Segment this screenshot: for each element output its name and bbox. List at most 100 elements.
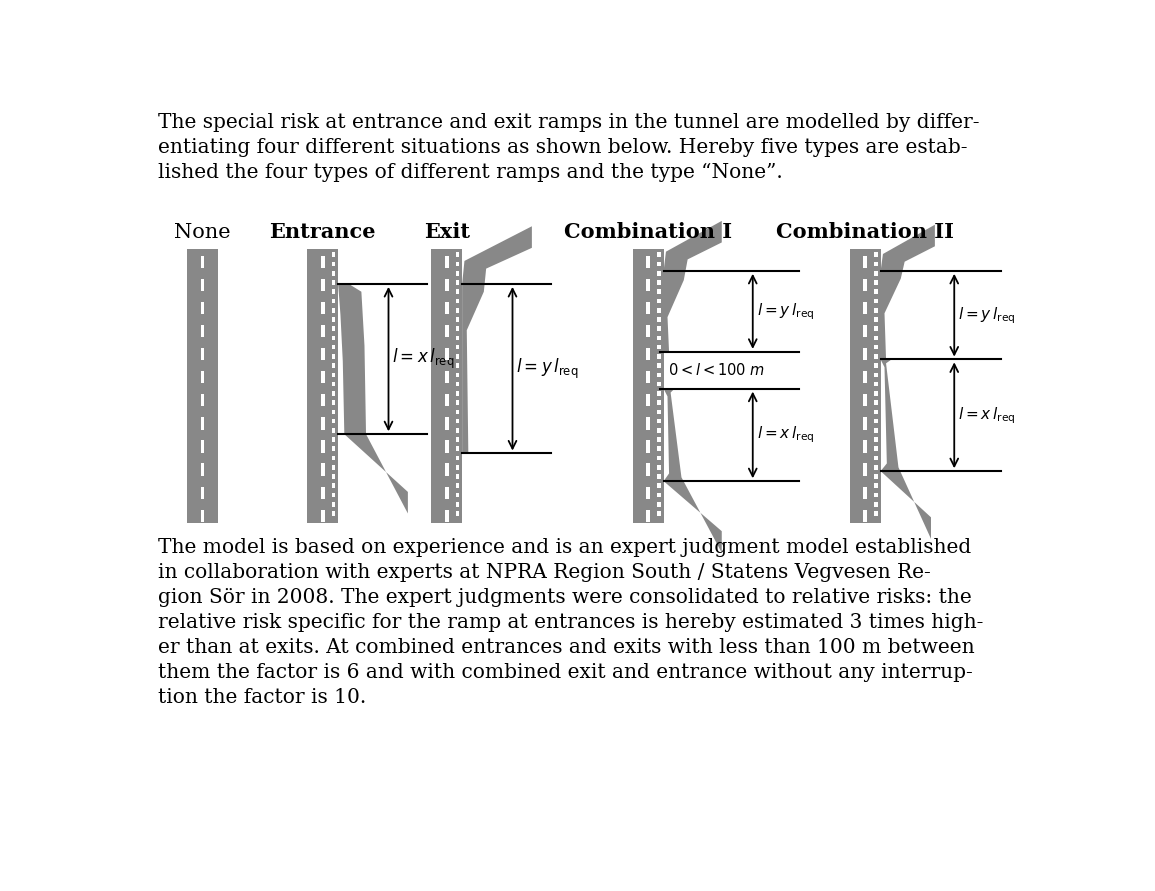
Bar [331,345,335,349]
Bar [201,256,204,268]
Text: $l = x\, l_{\rm req}$: $l = x\, l_{\rm req}$ [959,405,1015,426]
Bar [321,440,325,453]
Bar [863,325,867,337]
Bar [657,372,661,377]
Bar [445,463,448,476]
Bar [321,394,325,406]
Bar [445,302,448,314]
Bar [657,326,661,331]
Bar [874,465,878,470]
Bar [321,417,325,429]
Bar [657,345,661,349]
Bar [445,347,448,360]
Bar [187,249,218,523]
Bar [863,486,867,499]
Bar [657,354,661,359]
Bar [445,486,448,499]
Bar [646,325,650,337]
Bar [331,502,335,507]
Bar [201,279,204,291]
Bar [331,474,335,478]
Bar [456,308,459,313]
Bar [331,382,335,387]
Bar [321,279,325,291]
Bar [331,455,335,461]
Bar [874,298,878,303]
Bar [863,440,867,453]
Bar [331,484,335,488]
Bar [321,325,325,337]
Bar [456,252,459,257]
Bar [874,326,878,331]
Bar [657,437,661,442]
Bar [646,417,650,429]
Bar [331,326,335,331]
Text: $l = y\, l_{\rm req}$: $l = y\, l_{\rm req}$ [959,305,1015,325]
Bar [657,280,661,285]
Bar [201,510,204,522]
Bar [874,428,878,433]
Bar [863,256,867,268]
Bar [874,354,878,359]
Bar [874,391,878,396]
Bar [201,371,204,383]
Text: Exit: Exit [424,222,470,241]
Bar [874,262,878,266]
Bar [657,364,661,368]
Bar [321,302,325,314]
Bar [863,463,867,476]
Bar [874,474,878,478]
Bar [874,502,878,507]
Bar [874,410,878,414]
Bar [646,510,650,522]
Polygon shape [880,225,934,359]
Bar [657,271,661,275]
Bar [321,486,325,499]
Bar [657,262,661,266]
Bar [431,249,462,523]
Bar [456,382,459,387]
Bar [657,474,661,478]
Bar [657,419,661,423]
Bar [331,364,335,368]
Bar [331,493,335,497]
Bar [646,371,650,383]
Bar [456,317,459,322]
Bar [456,446,459,451]
Bar [657,290,661,294]
Bar [657,502,661,507]
Bar [657,298,661,303]
Text: $l = x\, l_{\rm req}$: $l = x\, l_{\rm req}$ [757,425,814,446]
Bar [331,410,335,414]
Bar [331,262,335,266]
Bar [445,371,448,383]
Bar [456,271,459,275]
Bar [874,372,878,377]
Bar [331,271,335,275]
Bar [201,394,204,406]
Bar [456,410,459,414]
Bar [445,440,448,453]
Bar [863,510,867,522]
Text: $l = x\, l_{\rm req}$: $l = x\, l_{\rm req}$ [393,347,455,372]
Bar [201,417,204,429]
Bar [657,252,661,257]
Bar [646,256,650,268]
Text: $l = y\, l_{\rm req}$: $l = y\, l_{\rm req}$ [757,301,814,322]
Bar [456,280,459,285]
Bar [874,437,878,442]
Bar [657,484,661,488]
Bar [445,325,448,337]
Bar [456,336,459,340]
Bar [331,428,335,433]
Text: Entrance: Entrance [269,222,375,241]
Bar [331,336,335,340]
Bar [445,510,448,522]
Bar [657,511,661,516]
Text: $l = y\, l_{\rm req}$: $l = y\, l_{\rm req}$ [516,356,579,380]
Bar [874,419,878,423]
Bar [456,290,459,294]
Polygon shape [880,359,931,539]
Bar [646,486,650,499]
Bar [850,249,880,523]
